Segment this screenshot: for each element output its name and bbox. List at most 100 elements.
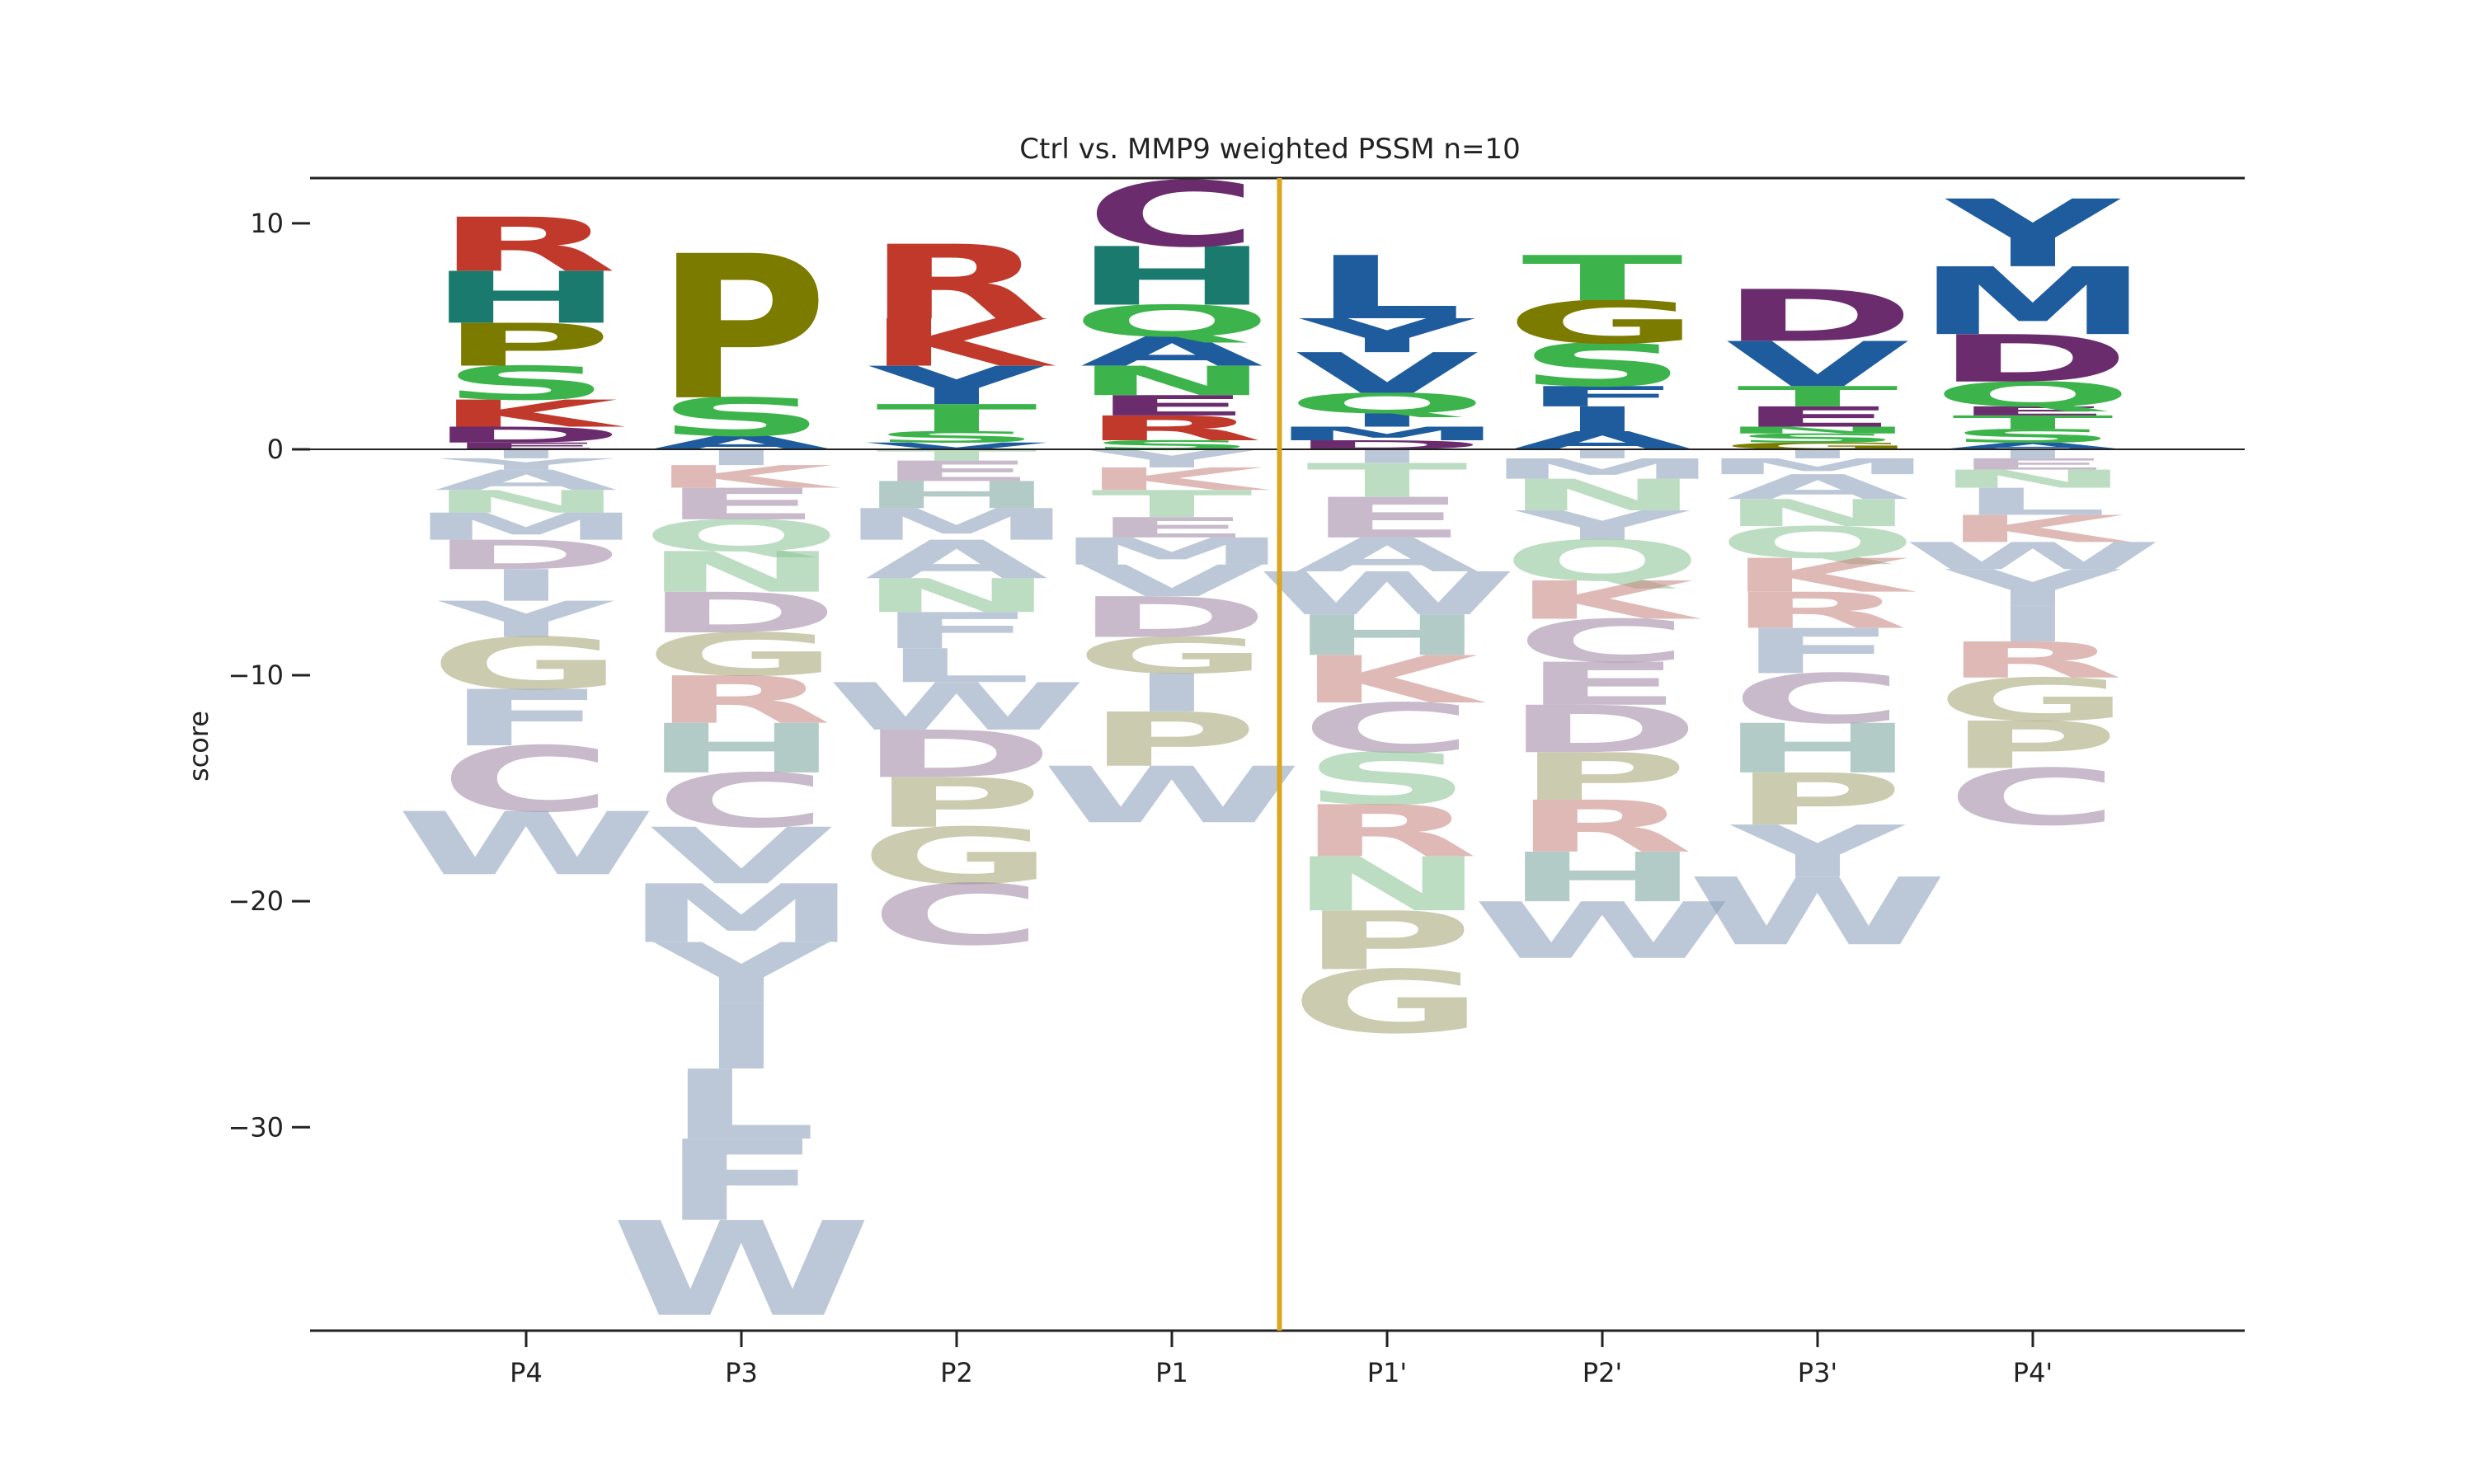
logo-letter-P1'-pos-6-L: L xyxy=(1312,237,1463,339)
logo-letter-P3'-neg-9-H: H xyxy=(1719,709,1917,788)
logo-letter-P4'-neg-4-K: K xyxy=(1941,508,2133,551)
logo-letter-P4-pos-6-R: R xyxy=(435,202,617,289)
logo-letter-P2-neg-5-N: N xyxy=(858,569,1056,623)
logo-letter-P1-neg-6-D: D xyxy=(1074,585,1270,650)
logo-letter-P1'-pos-3-Q: Q xyxy=(1286,387,1488,420)
logo-letter-P4-pos-1-D: D xyxy=(428,422,624,448)
logo-letter-P2'-neg-7-E: E xyxy=(1522,650,1683,719)
logo-letter-P4-neg-0-I: I xyxy=(482,447,571,462)
logo-letter-P4'-pos-2-T: T xyxy=(1952,411,2114,433)
logo-letter-P1'-pos-2-I: I xyxy=(1343,410,1432,431)
logo-letter-P3'-neg-2-A: A xyxy=(1726,467,1909,507)
x-tick-label-P3': P3' xyxy=(1798,1357,1837,1388)
logo-letter-P1-pos-4-A: A xyxy=(1080,328,1263,375)
logo-letter-P2-neg-6-F: F xyxy=(876,602,1037,660)
logo-letter-P3-pos-2-P: P xyxy=(655,214,828,445)
logo-letter-P4-neg-8-G: G xyxy=(429,623,623,707)
logo-letter-P1'-neg-9-R: R xyxy=(1296,791,1478,874)
y-tick-label-0: 10 xyxy=(250,208,284,239)
logo-letter-P4-neg-3-N: N xyxy=(427,484,625,520)
logo-letter-P3'-pos-6-D: D xyxy=(1719,275,1916,359)
logo-letter-P2-neg-2-H: H xyxy=(858,474,1056,517)
logo-letter-P4'-neg-9-G: G xyxy=(1935,666,2130,735)
logo-letter-P1'-neg-1-T: T xyxy=(1306,453,1468,508)
logo-letter-P4'-neg-6-Y: Y xyxy=(1944,559,2122,617)
logo-letter-P2'-neg-4-Q: Q xyxy=(1502,528,1703,594)
logo-letter-P3-neg-7-R: R xyxy=(650,663,832,739)
logo-letter-P2'-neg-0-I: I xyxy=(1559,447,1647,462)
logo-letter-P3'-neg-11-Y: Y xyxy=(1729,810,1906,894)
logo-letter-P2-neg-0-T: T xyxy=(876,446,1037,464)
logo-letter-P1'-neg-2-E: E xyxy=(1306,486,1468,551)
x-tick-label-P1': P1' xyxy=(1367,1357,1407,1388)
logo-letter-P1-neg-3-E: E xyxy=(1091,512,1253,544)
logo-letter-P4-neg-6-I: I xyxy=(482,561,571,611)
logo-letter-P2-pos-3-Y: Y xyxy=(868,355,1045,416)
logo-letter-P4'-neg-0-I: I xyxy=(1989,447,2077,462)
logo-letter-P4-pos-5-H: H xyxy=(427,257,625,340)
logo-letter-P2-neg-10-P: P xyxy=(870,763,1043,843)
logo-letter-P1'-neg-10-N: N xyxy=(1288,842,1486,928)
logo-letter-P3-neg-3-Q: Q xyxy=(641,510,842,561)
logo-letter-P3'-neg-8-C: C xyxy=(1731,660,1905,739)
y-tick-label-1: 0 xyxy=(267,434,284,465)
logo-letter-P4'-pos-7-Y: Y xyxy=(1944,181,2122,289)
logo-letter-P2-pos-1-S: S xyxy=(872,428,1042,446)
logo-letter-P2'-neg-10-R: R xyxy=(1511,786,1693,869)
logo-letter-P3'-pos-1-S: S xyxy=(1733,431,1903,446)
logo-letter-P4'-pos-4-Q: Q xyxy=(1932,375,2133,415)
letter-stacks: EDKSPHRIYANMDIYGFCWASPIKEQNDGRHCVMYILFWV… xyxy=(396,162,2164,1345)
logo-letter-P2'-pos-3-S: S xyxy=(1517,331,1688,400)
logo-letter-P2'-neg-9-P: P xyxy=(1516,740,1689,815)
logo-letter-P2-pos-5-R: R xyxy=(865,224,1047,343)
logo-letter-P3-neg-2-E: E xyxy=(661,479,822,529)
logo-letter-P3'-pos-4-T: T xyxy=(1737,381,1898,413)
logo-letter-P4-neg-5-D: D xyxy=(428,532,624,579)
logo-letter-P1-neg-1-K: K xyxy=(1080,462,1271,498)
logo-letter-P1-pos-3-N: N xyxy=(1073,358,1271,405)
logo-letter-P3-neg-12-Y: Y xyxy=(652,925,830,1022)
logo-letter-P1'-neg-6-K: K xyxy=(1296,642,1487,718)
logo-letter-P3'-neg-1-M: M xyxy=(1700,454,1935,480)
logo-letter-P2'-neg-2-N: N xyxy=(1503,470,1701,520)
logo-letter-P1'-pos-1-M: M xyxy=(1269,423,1505,444)
x-tick-label-P2': P2' xyxy=(1583,1357,1622,1388)
logo-letter-P1'-pos-5-Y: Y xyxy=(1298,309,1475,364)
logo-letter-P2-neg-1-E: E xyxy=(876,455,1037,487)
logo-letter-P4'-neg-11-C: C xyxy=(1946,753,2120,843)
logo-letter-P3'-neg-5-K: K xyxy=(1726,548,1917,603)
logo-letter-P1-pos-5-Q: Q xyxy=(1071,296,1272,346)
y-tick-label-3: −20 xyxy=(228,885,284,917)
x-tick-label-P4': P4' xyxy=(2013,1357,2053,1388)
logo-letter-P3'-neg-0-I: I xyxy=(1774,447,1862,462)
logo-letter-P2-neg-8-W: W xyxy=(826,669,1088,745)
logo-letter-P2-neg-12-C: C xyxy=(870,866,1044,964)
logo-letter-P3-pos-1-S: S xyxy=(656,387,827,448)
logo-letter-P4'-pos-5-D: D xyxy=(1935,322,2131,397)
logo-letter-P3'-neg-12-W: W xyxy=(1687,858,1949,966)
logo-letter-P4'-pos-3-E: E xyxy=(1952,404,2114,419)
logo-letter-P4-neg-7-Y: Y xyxy=(437,591,615,649)
logo-letter-P3-neg-16-W: W xyxy=(611,1194,872,1345)
logo-letter-P4-pos-4-P: P xyxy=(440,312,613,380)
logo-letter-P2'-neg-12-W: W xyxy=(1472,886,1733,976)
logo-letter-P2-pos-4-K: K xyxy=(865,305,1056,381)
logo-letter-P4-neg-2-A: A xyxy=(435,464,618,496)
logo-letter-P2-neg-3-M: M xyxy=(839,500,1075,550)
logo-letter-P4-neg-11-W: W xyxy=(396,794,657,895)
logo-letter-P4'-neg-3-L: L xyxy=(1957,481,2108,524)
logo-letter-P2-neg-7-L: L xyxy=(882,639,1032,693)
logo-letter-P1-neg-5-V: V xyxy=(1080,556,1263,606)
logo-letter-P3-neg-8-H: H xyxy=(642,709,840,788)
logo-letter-P4'-neg-5-W: W xyxy=(1903,535,2164,578)
chart-title: Ctrl vs. MMP9 weighted PSSM n=10 xyxy=(1019,133,1520,166)
logo-letter-P4'-neg-8-R: R xyxy=(1941,632,2124,689)
logo-letter-P3-pos-0-A: A xyxy=(650,432,833,453)
logo-letter-P3-neg-4-N: N xyxy=(642,540,840,605)
logo-letter-P1-pos-1-R: R xyxy=(1080,409,1263,448)
logo-letter-P3-neg-6-G: G xyxy=(644,621,839,689)
logo-letter-P3'-neg-3-N: N xyxy=(1719,491,1917,534)
logo-letter-P2'-neg-3-Y: Y xyxy=(1513,502,1691,549)
logo-letter-P2-neg-4-A: A xyxy=(865,529,1048,590)
